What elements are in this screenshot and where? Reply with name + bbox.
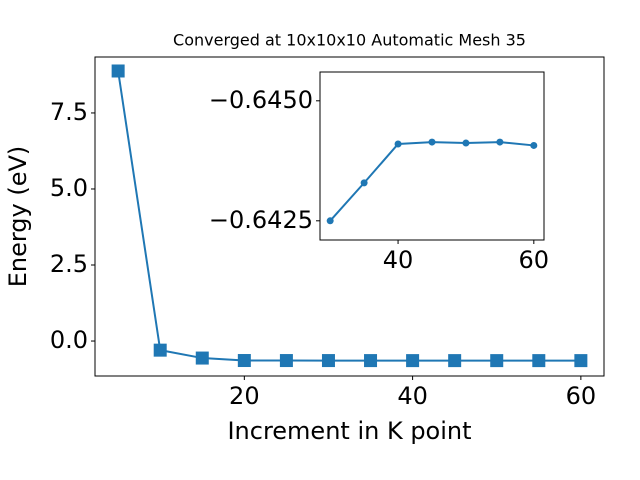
marker (364, 354, 378, 368)
marker (448, 354, 462, 368)
marker (496, 138, 504, 146)
y-tick-label: 2.5 (50, 250, 88, 278)
marker (428, 138, 436, 146)
y-tick-label: −0.6425 (209, 206, 313, 234)
x-tick-label: 60 (519, 246, 550, 274)
y-tick-label: 5.0 (50, 174, 88, 202)
y-tick-label: 0.0 (50, 326, 88, 354)
series-line (117, 70, 581, 362)
y-tick-label: −0.6450 (209, 86, 313, 114)
marker (406, 354, 420, 368)
chart-title: Converged at 10x10x10 Automatic Mesh 35 (173, 31, 526, 50)
marker (462, 139, 470, 147)
y-tick-label: 7.5 (50, 98, 88, 126)
marker (237, 354, 251, 368)
plot-frame (94, 56, 605, 377)
marker (153, 343, 167, 357)
marker (490, 354, 504, 368)
marker (360, 179, 368, 187)
marker (574, 354, 588, 368)
marker (195, 351, 209, 365)
marker (530, 141, 538, 149)
x-tick-label: 40 (383, 246, 414, 274)
x-axis-label: Increment in K point (227, 417, 471, 445)
marker (532, 354, 546, 368)
marker (279, 354, 293, 368)
plot-frame (319, 71, 545, 241)
marker (394, 140, 402, 148)
marker (111, 64, 125, 78)
x-tick-label: 20 (229, 382, 260, 410)
marker (326, 217, 334, 225)
y-axis-label: Energy (eV) (4, 146, 32, 288)
x-tick-label: 60 (566, 382, 597, 410)
x-tick-label: 40 (397, 382, 428, 410)
marker (321, 354, 335, 368)
